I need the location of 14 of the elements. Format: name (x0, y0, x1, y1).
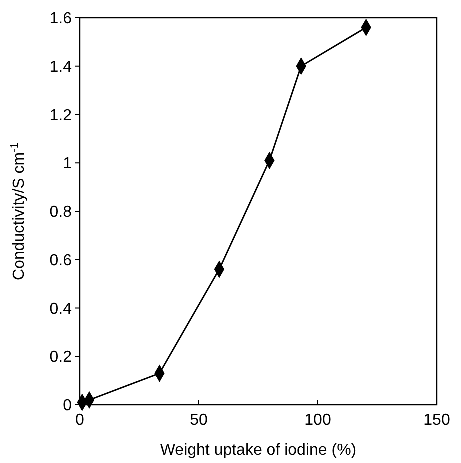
y-tick-label: 0.4 (50, 300, 72, 318)
x-axis-title: Weight uptake of iodine (%) (160, 442, 357, 459)
y-tick-label: 0 (63, 398, 72, 415)
y-tick-label: 1 (63, 156, 72, 173)
y-tick-label: 0.2 (50, 349, 72, 366)
y-tick-label: 1.4 (50, 58, 72, 76)
y-tick-label: 1.6 (50, 10, 72, 28)
y-tick-label: 0.8 (50, 204, 72, 222)
y-tick-label: 0.6 (50, 252, 72, 270)
x-tick-label: 50 (190, 412, 208, 429)
x-tick-label: 100 (304, 412, 332, 429)
x-tick-label: 150 (424, 412, 450, 429)
x-tick-label: 0 (76, 412, 85, 429)
y-tick-label: 1.2 (50, 107, 72, 124)
